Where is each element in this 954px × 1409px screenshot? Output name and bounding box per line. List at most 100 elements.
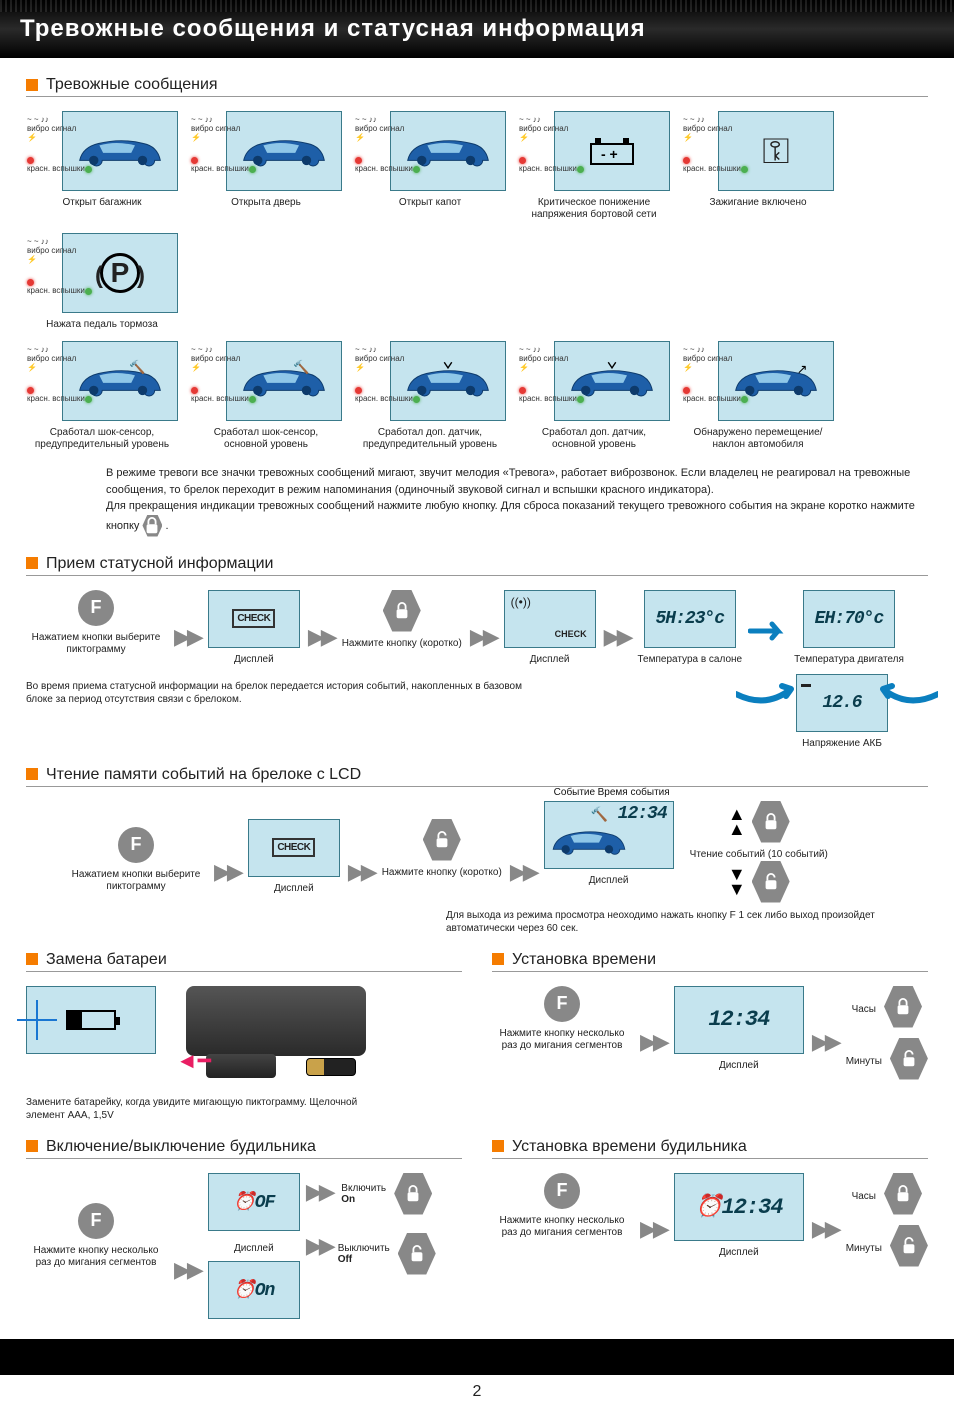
- temp-cabin-value: 5H:23°c: [655, 609, 724, 629]
- side-labels: ~ ~ ♪♪ вибро сигнал⚡ красн. вспышки: [27, 346, 94, 404]
- lock-button[interactable]: [394, 1173, 432, 1215]
- hours-label: Часы: [852, 1004, 876, 1016]
- arrow-icon: ▶▶: [174, 1257, 200, 1283]
- section-alarms-title: Тревожные сообщения: [26, 76, 928, 97]
- unlock-button[interactable]: [423, 819, 461, 861]
- lcd-event: 🔨 12:34: [544, 801, 674, 869]
- bullet-icon: [26, 557, 38, 569]
- lcd-alarm: ~ ~ ♪♪ вибро сигнал⚡ красн. вспышки: [554, 341, 670, 421]
- f-button[interactable]: F: [544, 986, 580, 1022]
- lcd-temp-cabin: 5H:23°c: [644, 590, 736, 648]
- press-multi-label: Нажмите кнопку несколько раз до мигания …: [26, 1245, 166, 1269]
- alarm-caption: Сработал доп. датчик, основной уровень: [524, 427, 664, 451]
- lock-button[interactable]: [383, 590, 421, 632]
- lock-button[interactable]: [884, 1173, 922, 1215]
- hammer-icon: 🔨: [591, 806, 608, 823]
- lcd-alarm: ~ ~ ♪♪ вибро сигнал⚡ красн. вспышки ↗: [718, 341, 834, 421]
- svg-text:- +: - +: [601, 146, 618, 162]
- device-illustration: ◄━: [166, 986, 366, 1086]
- minutes-label: Минуты: [846, 1056, 882, 1068]
- lock-button[interactable]: [752, 801, 790, 843]
- alarms-row2: ~ ~ ♪♪ вибро сигнал⚡ красн. вспышки 🔨 Сра…: [26, 341, 928, 451]
- alarm-cell: ~ ~ ♪♪ вибро сигнал⚡ красн. вспышки - + К…: [518, 111, 670, 221]
- lcd-time: 12:34: [674, 986, 804, 1054]
- side-labels: ~ ~ ♪♪ вибро сигнал⚡ красн. вспышки: [519, 346, 586, 404]
- arrow-icon: ▶▶: [640, 1029, 666, 1055]
- status-note: Во время приема статусной информации на …: [26, 680, 546, 706]
- lcd-check: CHECK: [248, 819, 340, 877]
- lock-button[interactable]: [884, 986, 922, 1028]
- press-multi-label: Нажмите кнопку несколько раз до мигания …: [492, 1215, 632, 1239]
- down-arrow-icon: ▼▼: [728, 867, 746, 896]
- arrow-icon: ▶▶: [510, 859, 536, 885]
- alarm-caption: Сработал шок-сенсор, предупредительный у…: [32, 427, 172, 451]
- settime-flow: F Нажмите кнопку несколько раз до мигани…: [492, 986, 928, 1080]
- f-button[interactable]: F: [544, 1173, 580, 1209]
- time-value: 12:34: [708, 1007, 769, 1032]
- press-short-label: Нажмите кнопку (коротко): [342, 638, 462, 650]
- bullet-icon: [26, 768, 38, 780]
- curve-arrow-icon: [878, 654, 938, 704]
- side-labels: ~ ~ ♪♪ вибро сигнал⚡ красн. вспышки: [519, 116, 586, 174]
- alarm-caption: Критическое понижение напряжения бортово…: [524, 197, 664, 221]
- events-exit-note: Для выхода из режима просмотра неоходимо…: [446, 909, 928, 935]
- status-title-text: Прием статусной информации: [46, 555, 274, 572]
- pink-arrow-icon: ◄━: [176, 1048, 211, 1074]
- svg-text:🔨: 🔨: [129, 360, 145, 375]
- up-arrow-icon: ▲▲: [728, 807, 746, 836]
- event-time-value: 12:34: [618, 804, 667, 824]
- f-button[interactable]: F: [118, 827, 154, 863]
- lcd-alarm-time: ⏰12:34: [674, 1173, 804, 1241]
- alarms-title-text: Тревожные сообщения: [46, 76, 218, 93]
- f-button[interactable]: F: [78, 1203, 114, 1239]
- arrow-icon: ▶▶: [812, 1216, 838, 1242]
- arrow-icon: ▶▶: [306, 1179, 332, 1205]
- lcd-alarm: ~ ~ ♪♪ вибро сигнал⚡ красн. вспышки: [226, 111, 342, 191]
- battery-title-text: Замена батареи: [46, 951, 167, 968]
- temp-cabin-label: Температура в салоне: [638, 654, 743, 666]
- display-label: Дисплей: [719, 1247, 759, 1259]
- lcd-alarm: ~ ~ ♪♪ вибро сигнал⚡ красн. вспышки 🔨: [226, 341, 342, 421]
- side-labels: ~ ~ ♪♪ вибро сигнал⚡ красн. вспышки: [191, 346, 258, 404]
- unlock-button[interactable]: [890, 1038, 928, 1080]
- arrow-icon: ▶▶: [308, 624, 334, 650]
- side-labels: ~ ~ ♪♪ вибро сигнал⚡ красн. вспышки: [355, 116, 422, 174]
- on-en-label: On: [341, 1194, 355, 1205]
- alarm-cell: ~ ~ ♪♪ вибро сигнал⚡ красн. вспышки ↗Обн…: [682, 341, 834, 451]
- lcd-battery: [26, 986, 156, 1054]
- check-label: CHECK: [555, 629, 587, 639]
- lcd-alarm: ~ ~ ♪♪ вибро сигнал⚡ красн. вспышки ⚿: [718, 111, 834, 191]
- section-battery-title: Замена батареи: [26, 951, 462, 972]
- arrow-icon: ▶▶: [640, 1216, 666, 1242]
- alarm-cell: ~ ~ ♪♪ вибро сигнал⚡ красн. вспышки P()Н…: [26, 233, 178, 331]
- lcd-antenna: ((•)) CHECK: [504, 590, 596, 648]
- unlock-button[interactable]: [752, 861, 790, 903]
- lcd-temp-engine: EH:70°c: [803, 590, 895, 648]
- press-short-label: Нажмите кнопку (коротко): [382, 867, 502, 879]
- check-icon: CHECK: [272, 838, 315, 857]
- bullet-icon: [492, 1140, 504, 1152]
- display-label: Дисплей: [234, 1243, 274, 1255]
- alarm-caption: Нажата педаль тормоза: [46, 319, 158, 331]
- antenna-icon: ((•)): [511, 595, 531, 609]
- arrow-icon: ▶▶: [174, 624, 200, 650]
- header-title: Тревожные сообщения и статусная информац…: [20, 15, 646, 42]
- unlock-button[interactable]: [890, 1225, 928, 1267]
- footer-bar: [0, 1339, 954, 1375]
- settime-title-text: Установка времени: [512, 951, 656, 968]
- section-events-title: Чтение памяти событий на брелоке с LCD: [26, 766, 928, 787]
- unlock-button[interactable]: [398, 1233, 436, 1275]
- svg-text:🔨: 🔨: [293, 360, 309, 375]
- alarmtime-flow: F Нажмите кнопку несколько раз до мигани…: [492, 1173, 928, 1267]
- f-button[interactable]: F: [78, 590, 114, 626]
- alarm-caption: Открыт капот: [399, 197, 461, 209]
- alarm-caption: Открыта дверь: [231, 197, 301, 209]
- f-caption: Нажатием кнопки выберите пиктограмму: [26, 632, 166, 656]
- arrow-icon: ▶▶: [214, 859, 240, 885]
- side-labels: ~ ~ ♪♪ вибро сигнал⚡ красн. вспышки: [683, 116, 750, 174]
- lcd-alarm-on: ⏰On: [208, 1261, 300, 1319]
- minutes-label: Минуты: [846, 1243, 882, 1255]
- side-labels: ~ ~ ♪♪ вибро сигнал⚡ красн. вспышки: [191, 116, 258, 174]
- alarm-cell: ~ ~ ♪♪ вибро сигнал⚡ красн. вспышки Сраб…: [518, 341, 670, 451]
- lcd-alarm: ~ ~ ♪♪ вибро сигнал⚡ красн. вспышки 🔨: [62, 341, 178, 421]
